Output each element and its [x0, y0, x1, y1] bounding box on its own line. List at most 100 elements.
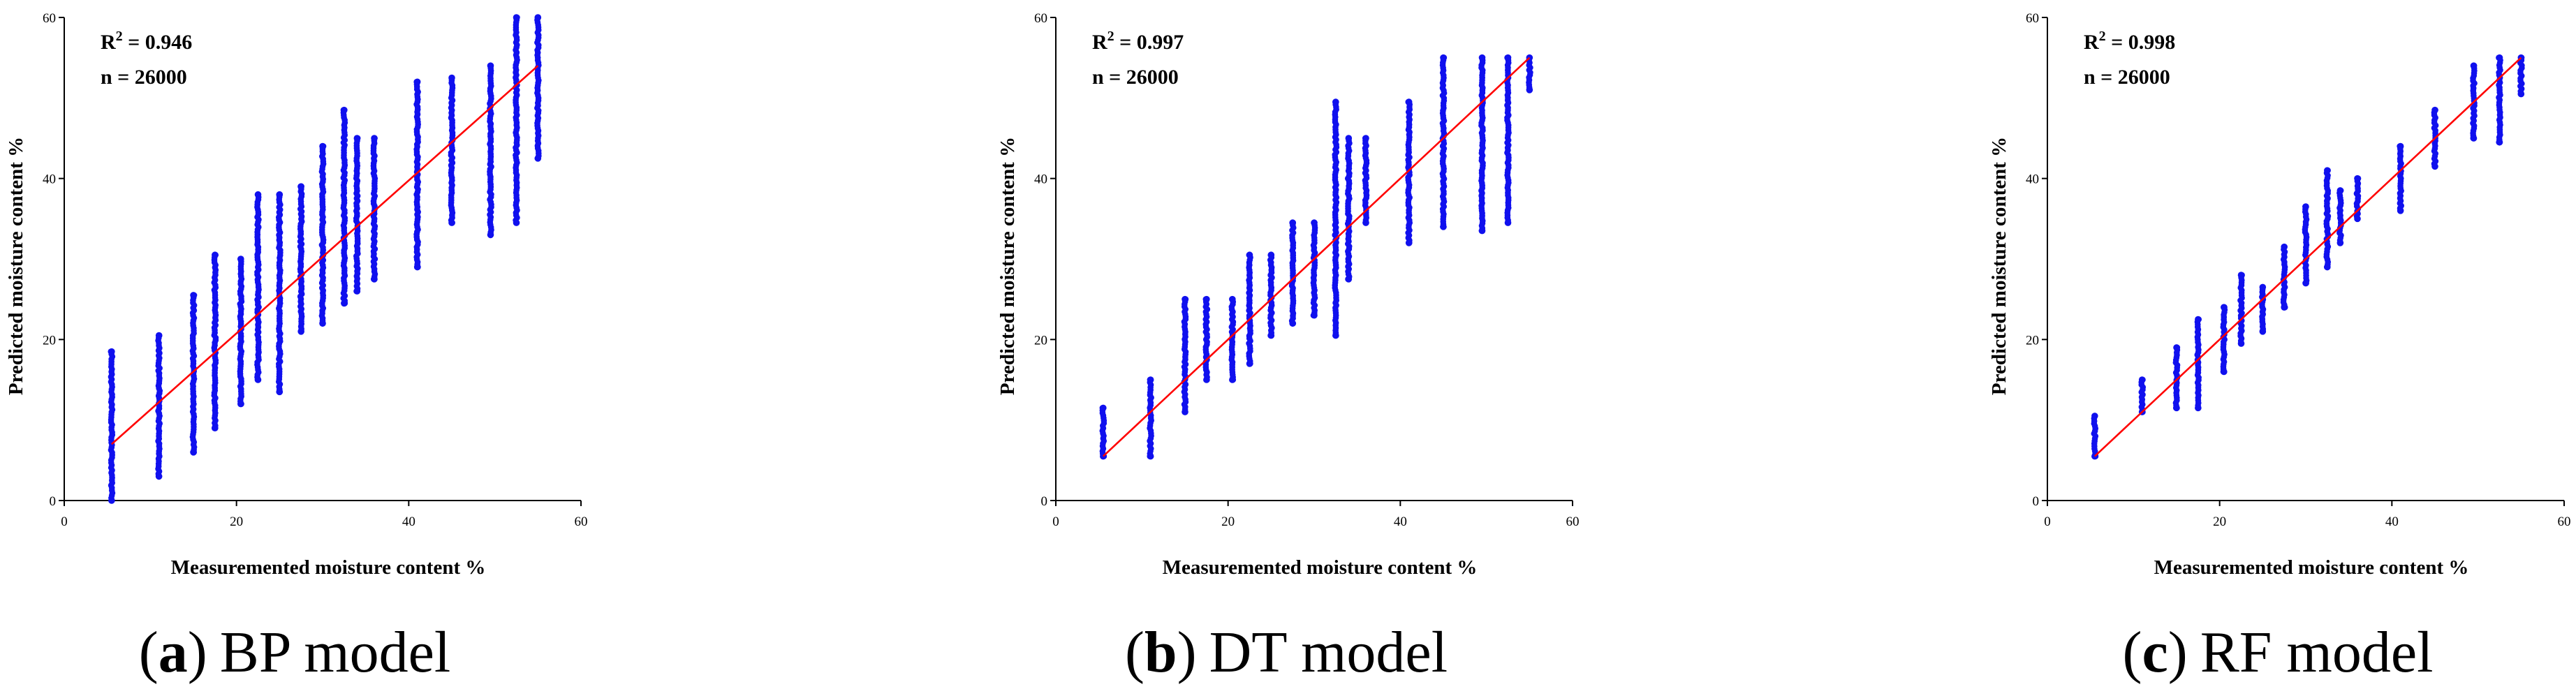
scatter-column [1288, 219, 1297, 327]
y-tick-label: 60 [1034, 11, 1047, 26]
scatter-point [513, 219, 520, 226]
scatter-point [254, 376, 262, 383]
scatter-point [155, 473, 163, 480]
scatter-column [2353, 175, 2362, 223]
scatter-point [297, 183, 304, 191]
x-tick-label: 60 [575, 514, 588, 529]
n-annotation: n = 26000 [2084, 66, 2170, 89]
scatter-point [1440, 223, 1447, 230]
caption-text: BP model [220, 620, 451, 685]
scatter-point [1332, 98, 1339, 105]
scatter-column [2220, 304, 2228, 376]
scatter-point [1147, 452, 1154, 460]
scatter-point [487, 231, 494, 239]
scatter-column [1099, 404, 1107, 460]
caption-close: ) [188, 620, 207, 685]
scatter-point [2354, 175, 2361, 182]
scatter-point [1345, 135, 1353, 142]
scatter-point [2470, 135, 2478, 142]
scatter-point [1478, 227, 1486, 235]
x-tick-label: 20 [2213, 514, 2226, 529]
scatter-point [2336, 239, 2344, 246]
x-axis-title: Measuremented moisture content % [1163, 556, 1478, 579]
scatter-column [2397, 142, 2404, 214]
caption-open: ( [139, 620, 159, 685]
scatter-point [2324, 167, 2331, 174]
scatter-point [2496, 138, 2503, 146]
scatter-point [2431, 106, 2438, 114]
caption-close: ) [2168, 620, 2188, 685]
r2-value: = 0.946 [123, 31, 193, 54]
scatter-point [448, 74, 455, 82]
scatter-point [2336, 187, 2344, 194]
scatter-point [353, 135, 361, 142]
scatter-column [534, 14, 542, 162]
scatter-point [1440, 54, 1447, 61]
r2-superscript: 2 [2099, 29, 2106, 44]
x-tick-label: 60 [2558, 514, 2571, 529]
scatter-point [1289, 219, 1296, 226]
scatter-column [2496, 54, 2503, 146]
panel-caption: (b) DT model [1125, 620, 1448, 685]
scatter-point [190, 292, 197, 299]
scatter-point [1289, 320, 1296, 327]
scatter-point [1246, 360, 1253, 367]
scatter-point [190, 449, 197, 456]
scatter-column [487, 62, 494, 239]
caption-letter: a [159, 620, 188, 685]
scatter-column [1344, 135, 1353, 283]
scatter-point [1405, 239, 1413, 246]
x-tick-label: 0 [61, 514, 68, 529]
scatter-column [189, 292, 198, 456]
scatter-point [413, 78, 421, 86]
scatter-point [297, 328, 304, 335]
caption-open: ( [2123, 620, 2142, 685]
scatter-column [237, 256, 245, 408]
scatter-column [108, 348, 116, 504]
scatter-point [1478, 54, 1486, 61]
n-annotation: n = 26000 [1092, 66, 1179, 89]
scatter-column [2323, 167, 2332, 271]
scatter-point [1203, 295, 1210, 303]
y-tick-label: 0 [1041, 494, 1048, 509]
scatter-point [2195, 316, 2202, 323]
scatter-point [2397, 207, 2404, 214]
scatter-point [1311, 311, 1318, 319]
scatter-point [2496, 54, 2503, 61]
scatter-point [1182, 408, 1188, 415]
scatter-point [276, 191, 284, 198]
scatter-point [534, 155, 542, 162]
chart-panel-a: 0 20 40 60 0 20 40 60 Measuremented moisture con… [5, 11, 588, 685]
scatter-point [1267, 251, 1275, 259]
scatter-point [319, 142, 326, 150]
scatter-point [1147, 376, 1154, 383]
scatter-point [2259, 283, 2267, 291]
scatter-point [212, 424, 219, 431]
scatter-point [1405, 98, 1413, 105]
y-tick-label: 20 [1034, 333, 1047, 348]
x-tick-label: 20 [1221, 514, 1235, 529]
scatter-column [2091, 413, 2099, 460]
scatter-points [108, 14, 542, 504]
scatter-column [513, 14, 520, 226]
scatter-point [1229, 295, 1236, 303]
scatter-point [2281, 243, 2288, 251]
x-tick-label: 60 [1566, 514, 1580, 529]
scatter-column [2194, 316, 2202, 412]
scatter-point [254, 191, 262, 198]
x-tick-label: 40 [1394, 514, 1407, 529]
scatter-point [448, 219, 455, 226]
scatter-point [276, 388, 284, 396]
y-tick-label: 40 [1034, 172, 1047, 187]
y-tick-label: 60 [43, 11, 56, 26]
scatter-point [2221, 368, 2228, 376]
scatter-column [1504, 54, 1512, 226]
scatter-column [2280, 243, 2288, 311]
scatter-column [1526, 54, 1533, 94]
y-tick-label: 20 [43, 333, 56, 348]
scatter-point [1504, 54, 1512, 61]
r2-value: = 0.998 [2106, 31, 2176, 54]
scatter-column [2172, 344, 2181, 412]
scatter-point [2259, 328, 2267, 335]
r2-superscript: 2 [1107, 29, 1114, 44]
